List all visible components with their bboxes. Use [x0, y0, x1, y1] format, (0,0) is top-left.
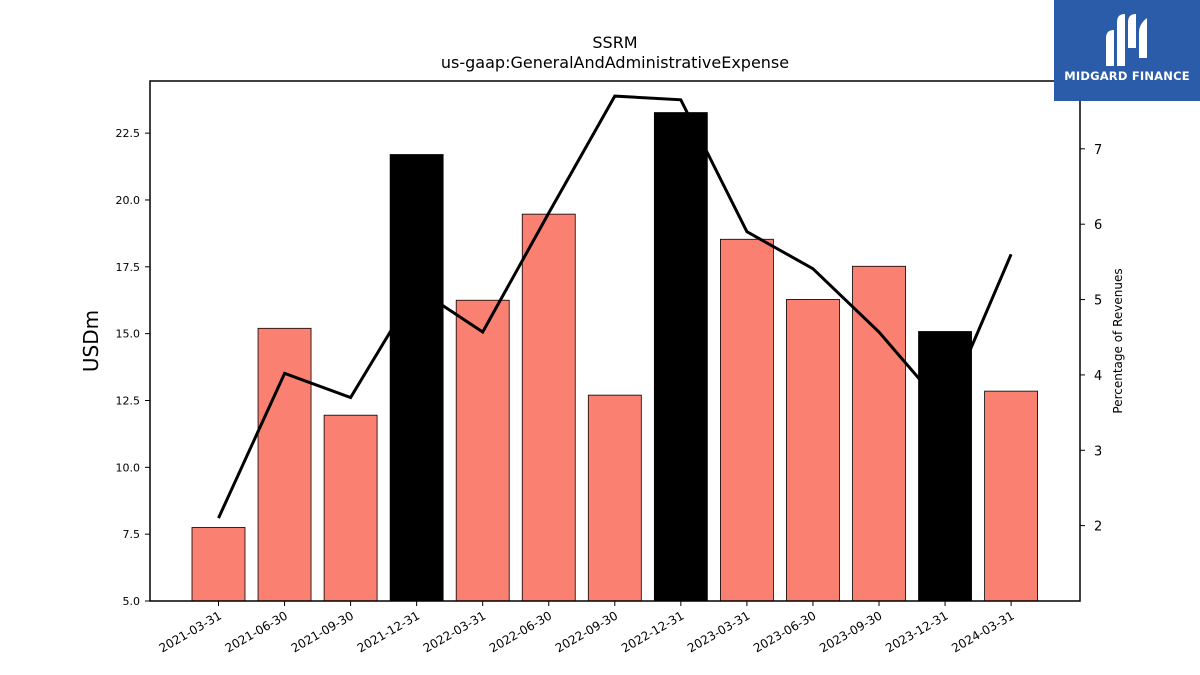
bar — [455, 299, 510, 602]
y2-axis-label: Percentage of Revenues — [1111, 268, 1125, 413]
y-tick-label: 7.5 — [123, 528, 141, 541]
bar — [191, 527, 246, 602]
y-tick-label: 22.5 — [116, 127, 141, 140]
bar — [389, 154, 444, 602]
y-tick-label: 5.0 — [123, 595, 141, 608]
bar — [720, 238, 774, 602]
bar — [984, 390, 1038, 602]
bar — [918, 331, 972, 602]
x-tick-label: 2024-03-31 — [949, 608, 1016, 655]
brand-mark-icon — [1106, 14, 1147, 66]
x-tick-label: 2021-06-30 — [223, 608, 290, 655]
y-tick-label: 17.5 — [116, 261, 141, 274]
x-tick-label: 2022-06-30 — [487, 608, 554, 655]
y2-tick-label: 6 — [1094, 218, 1102, 233]
bar — [653, 112, 708, 602]
y-axis-label: USDm — [79, 310, 103, 372]
percentage-line — [217, 94, 1013, 519]
x-tick-label: 2023-12-31 — [883, 608, 950, 655]
y2-tick-label: 3 — [1094, 444, 1102, 459]
x-tick-label: 2021-03-31 — [157, 608, 224, 655]
x-tick-label: 2022-03-31 — [421, 608, 488, 655]
chart-subtitle: us-gaap:GeneralAndAdministrativeExpense — [441, 53, 789, 72]
x-tick-label: 2021-09-30 — [289, 608, 356, 655]
x-tick-label: 2022-09-30 — [553, 608, 620, 655]
x-tick-label: 2021-12-31 — [355, 608, 422, 655]
bar — [323, 414, 378, 602]
y2-tick-label: 7 — [1094, 143, 1102, 158]
y-tick-label: 15.0 — [116, 328, 141, 341]
bar — [587, 394, 642, 602]
y2-tick-label: 5 — [1094, 294, 1102, 309]
x-tick-label: 2023-06-30 — [751, 608, 818, 655]
y-tick-label: 12.5 — [116, 394, 141, 407]
bar — [521, 213, 576, 602]
chart-title: SSRM — [592, 33, 637, 52]
bar — [852, 265, 906, 602]
bar — [257, 327, 312, 602]
x-tick-label: 2023-09-30 — [817, 608, 884, 655]
y2-tick-label: 2 — [1094, 520, 1102, 535]
y-tick-label: 10.0 — [116, 461, 141, 474]
x-tick-label: 2023-03-31 — [685, 608, 752, 655]
brand-name: MIDGARD FINANCE — [1064, 69, 1190, 83]
y2-tick-label: 4 — [1094, 369, 1102, 384]
bar — [786, 299, 840, 602]
brand-logo: MIDGARD FINANCE — [1054, 0, 1200, 101]
y-tick-label: 20.0 — [116, 194, 141, 207]
x-tick-label: 2022-12-31 — [619, 608, 686, 655]
